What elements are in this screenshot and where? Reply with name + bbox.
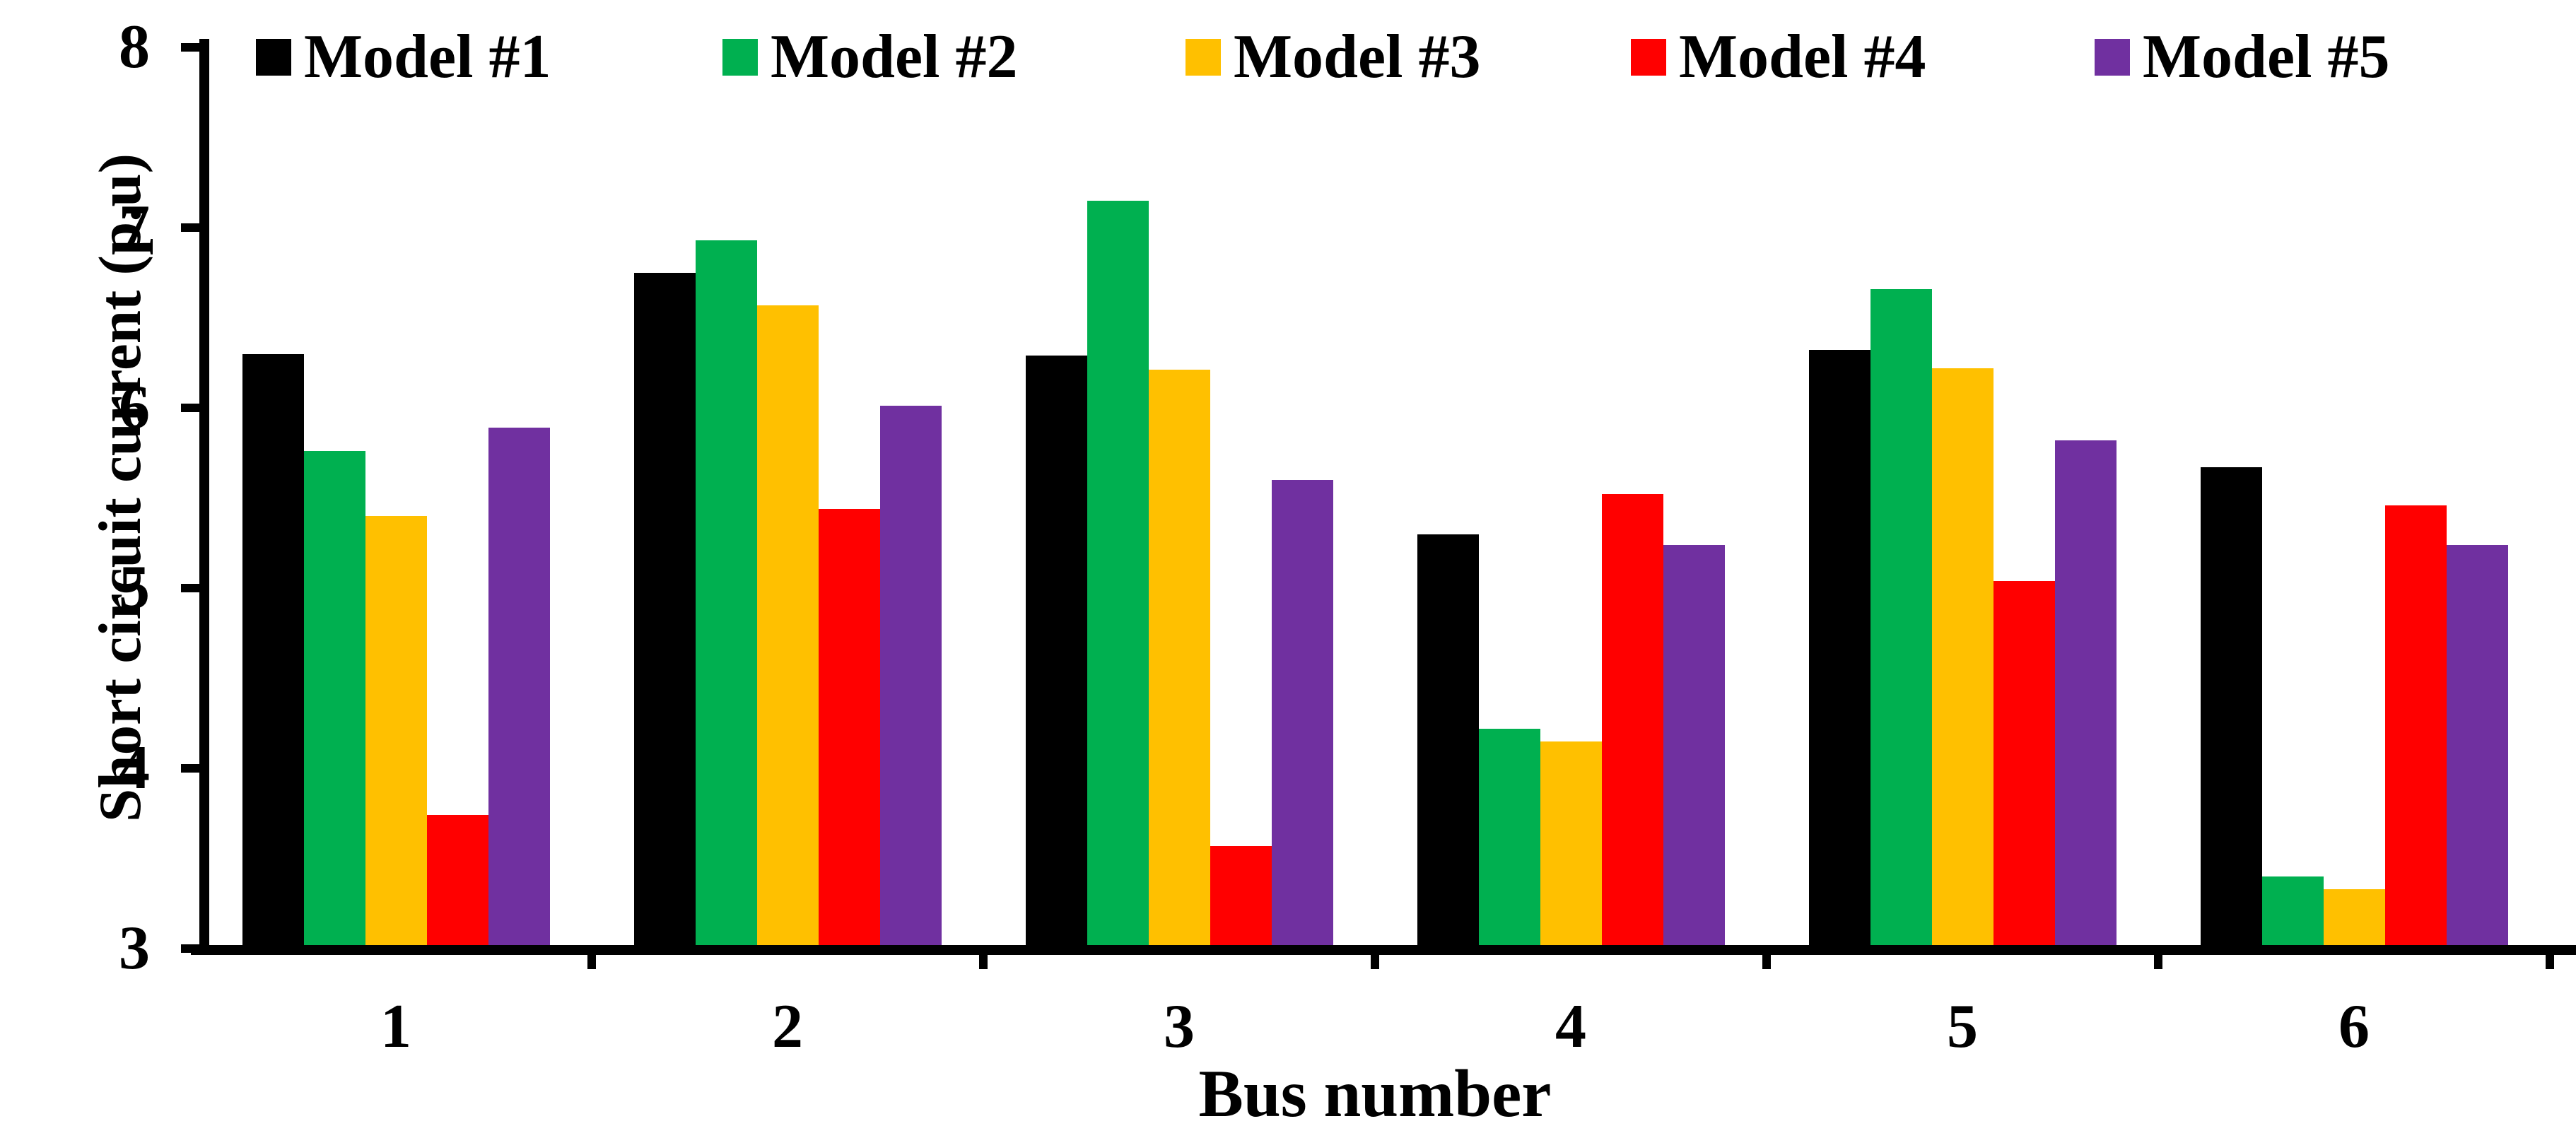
x-category-label-5: 5 bbox=[1947, 992, 1978, 1061]
bar-model-3-bus-5 bbox=[1931, 368, 1994, 949]
x-category-label-6: 6 bbox=[2338, 992, 2370, 1061]
bar-model-5-bus-3 bbox=[1271, 480, 1333, 949]
bar-model-2-bus-2 bbox=[695, 240, 757, 949]
x-axis-line bbox=[191, 945, 2576, 955]
y-tick-label-8: 8 bbox=[119, 13, 150, 81]
bar-model-3-bus-4 bbox=[1540, 741, 1602, 949]
bar-model-4-bus-1 bbox=[426, 815, 488, 949]
bar-model-4-bus-4 bbox=[1601, 494, 1663, 949]
y-tick-label-4: 4 bbox=[119, 734, 150, 802]
y-tick-4 bbox=[181, 764, 199, 773]
x-tick-2 bbox=[979, 955, 988, 969]
bar-model-3-bus-2 bbox=[756, 305, 819, 949]
y-tick-8 bbox=[181, 43, 199, 52]
bar-model-5-bus-4 bbox=[1663, 544, 1725, 949]
x-category-label-4: 4 bbox=[1555, 992, 1586, 1061]
legend-swatch-icon bbox=[2095, 39, 2130, 76]
bar-model-3-bus-1 bbox=[365, 516, 427, 949]
y-tick-label-5: 5 bbox=[119, 553, 150, 622]
bar-model-1-bus-6 bbox=[2200, 467, 2262, 949]
bar-model-5-bus-2 bbox=[879, 406, 942, 949]
plot-area bbox=[200, 47, 2550, 949]
x-category-label-1: 1 bbox=[380, 992, 411, 1061]
x-category-label-3: 3 bbox=[1164, 992, 1195, 1061]
y-tick-label-7: 7 bbox=[119, 193, 150, 262]
bar-group-1 bbox=[200, 47, 592, 949]
bar-group-2 bbox=[592, 47, 983, 949]
x-tick-1 bbox=[587, 955, 596, 969]
bar-model-2-bus-3 bbox=[1087, 200, 1149, 949]
bar-group-3 bbox=[983, 47, 1375, 949]
x-tick-6 bbox=[2546, 955, 2554, 969]
bar-group-4 bbox=[1375, 47, 1767, 949]
bar-group-5 bbox=[1767, 47, 2158, 949]
bar-model-1-bus-3 bbox=[1025, 356, 1087, 949]
bar-model-5-bus-1 bbox=[488, 428, 550, 949]
legend-swatch-icon bbox=[256, 39, 291, 76]
bar-model-2-bus-4 bbox=[1478, 728, 1540, 949]
bar-model-4-bus-2 bbox=[818, 508, 880, 949]
bar-model-2-bus-6 bbox=[2261, 876, 2324, 949]
y-axis-line bbox=[199, 39, 209, 955]
y-tick-label-6: 6 bbox=[119, 373, 150, 442]
x-tick-4 bbox=[1762, 955, 1771, 969]
legend-swatch-icon bbox=[1185, 39, 1221, 76]
x-axis-title: Bus number bbox=[1198, 1056, 1552, 1126]
bar-model-2-bus-5 bbox=[1870, 288, 1932, 949]
bar-group-6 bbox=[2158, 47, 2550, 949]
bar-model-5-bus-6 bbox=[2446, 544, 2508, 949]
y-tick-5 bbox=[181, 584, 199, 592]
bar-model-3-bus-3 bbox=[1148, 370, 1210, 949]
bar-model-4-bus-6 bbox=[2384, 505, 2447, 949]
bar-model-1-bus-1 bbox=[242, 353, 304, 949]
bar-model-2-bus-1 bbox=[303, 451, 365, 949]
y-tick-label-3: 3 bbox=[119, 914, 150, 983]
bar-model-4-bus-3 bbox=[1210, 845, 1272, 949]
x-tick-3 bbox=[1371, 955, 1379, 969]
bar-model-3-bus-6 bbox=[2323, 889, 2385, 949]
y-tick-7 bbox=[181, 223, 199, 232]
bar-model-1-bus-2 bbox=[633, 272, 696, 949]
bar-model-1-bus-4 bbox=[1417, 534, 1479, 949]
x-tick-5 bbox=[2154, 955, 2162, 969]
bar-model-1-bus-5 bbox=[1808, 350, 1870, 949]
legend-swatch-icon bbox=[722, 39, 758, 76]
x-category-label-2: 2 bbox=[772, 992, 803, 1061]
y-tick-6 bbox=[181, 404, 199, 412]
legend-swatch-icon bbox=[1631, 39, 1666, 76]
bar-model-4-bus-5 bbox=[1993, 580, 2055, 949]
bar-model-5-bus-5 bbox=[2054, 440, 2117, 949]
